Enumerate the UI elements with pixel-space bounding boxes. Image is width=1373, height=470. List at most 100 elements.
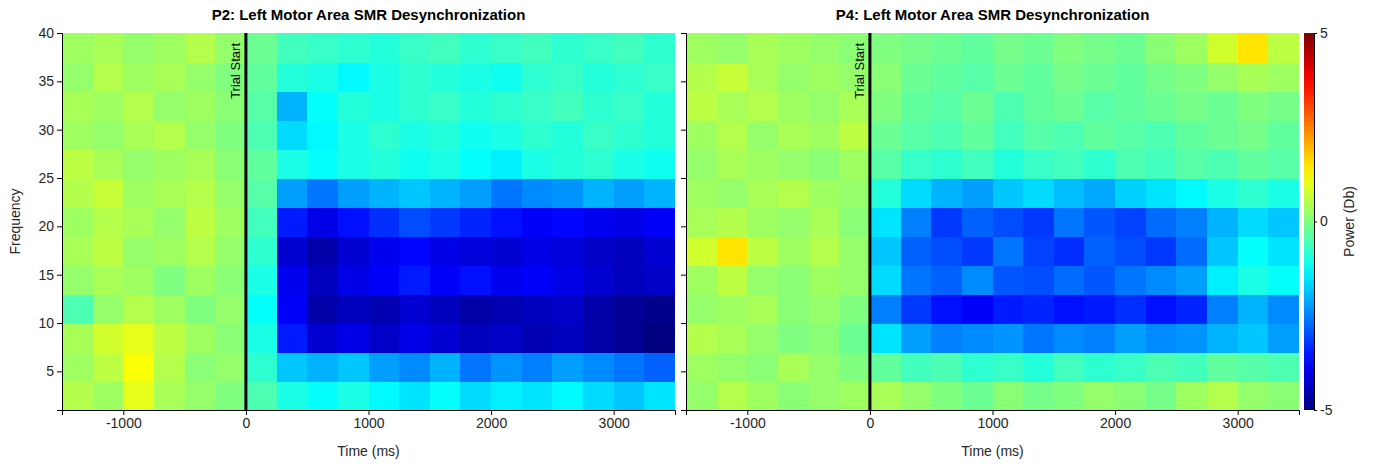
- heatmap-cell: [747, 236, 778, 266]
- heatmap-cell: [1054, 236, 1085, 266]
- y-tick-label: 35: [38, 73, 54, 89]
- heatmap-cell: [778, 178, 809, 208]
- heatmap-cell: [870, 120, 901, 150]
- heatmap-cell: [369, 149, 400, 179]
- heatmap-cell: [246, 62, 277, 92]
- heatmap-cell: [1084, 207, 1115, 237]
- heatmap-cell: [338, 62, 369, 92]
- heatmap-cell: [1115, 265, 1146, 295]
- heatmap-cell: [154, 381, 185, 410]
- heatmap-cell: [1146, 62, 1177, 92]
- heatmap-cell: [839, 236, 870, 266]
- heatmap-cell: [839, 323, 870, 353]
- heatmap-cell: [1084, 178, 1115, 208]
- heatmap-cell: [901, 207, 932, 237]
- heatmap-cell: [215, 381, 246, 410]
- heatmap-cell: [62, 62, 93, 92]
- y-tick-mark: [681, 33, 686, 34]
- y-tick-mark: [57, 178, 62, 179]
- heatmap-cell: [1207, 207, 1238, 237]
- heatmap-cell: [644, 381, 675, 410]
- y-axis-line: [681, 34, 687, 411]
- heatmap-cell: [1146, 207, 1177, 237]
- x-tick-label: 1000: [353, 415, 384, 431]
- heatmap-cell: [123, 323, 154, 353]
- heatmap-cell: [338, 294, 369, 324]
- y-tick-mark: [57, 371, 62, 372]
- heatmap-cell: [993, 352, 1024, 382]
- x-tick-label: -1000: [106, 415, 142, 431]
- heatmap-cell: [1146, 149, 1177, 179]
- y-tick: [681, 178, 686, 179]
- heatmap-cell: [1207, 178, 1238, 208]
- heatmap-cell: [491, 149, 522, 179]
- heatmap-cell: [185, 149, 216, 179]
- heatmap-cell: [1146, 120, 1177, 150]
- heatmap-cell: [1115, 207, 1146, 237]
- heatmap-cell: [1115, 323, 1146, 353]
- heatmap-cell: [1023, 91, 1054, 121]
- heatmap-cell: [399, 33, 430, 63]
- heatmap-cell: [1207, 91, 1238, 121]
- heatmap-cell: [430, 33, 461, 63]
- y-axis: [681, 34, 687, 411]
- x-tick: 2000: [1100, 410, 1131, 431]
- heatmap-cell: [246, 323, 277, 353]
- heatmap-cell: [399, 149, 430, 179]
- heatmap-cell: [839, 381, 870, 410]
- heatmap-cell: [277, 236, 308, 266]
- heatmap-cell: [430, 91, 461, 121]
- heatmap-cell: [1176, 352, 1207, 382]
- heatmap-cell: [307, 91, 338, 121]
- heatmap-cell: [1238, 294, 1269, 324]
- heatmap-cell: [1054, 149, 1085, 179]
- heatmap-cell: [369, 207, 400, 237]
- heatmap-cell: [1207, 381, 1238, 410]
- heatmap-cell: [644, 352, 675, 382]
- heatmap-cell: [962, 381, 993, 410]
- heatmap-cell: [430, 381, 461, 410]
- heatmap-cell: [747, 294, 778, 324]
- heatmap-cell: [809, 265, 840, 295]
- heatmap-cell: [614, 91, 645, 121]
- heatmap-cell: [778, 91, 809, 121]
- heatmap-cell: [962, 236, 993, 266]
- heatmap-cell: [185, 91, 216, 121]
- colorbar-tick: 0: [1314, 213, 1328, 229]
- y-tick-mark: [681, 323, 686, 324]
- heatmap-cell: [491, 178, 522, 208]
- heatmap-cell: [993, 294, 1024, 324]
- heatmap-cell: [686, 352, 717, 382]
- heatmap-cell: [931, 91, 962, 121]
- heatmap-cell: [717, 294, 748, 324]
- heatmap-cell: [1176, 91, 1207, 121]
- heatmap-cell: [491, 265, 522, 295]
- heatmap-cell: [809, 120, 840, 150]
- heatmap-cell: [246, 207, 277, 237]
- heatmap-cell: [1023, 149, 1054, 179]
- heatmap-cell: [399, 207, 430, 237]
- heatmap-cell: [962, 207, 993, 237]
- heatmap-cell: [931, 323, 962, 353]
- heatmap-cell: [839, 149, 870, 179]
- heatmap-cell: [62, 236, 93, 266]
- heatmap-cell: [1115, 149, 1146, 179]
- heatmap-cell: [1115, 91, 1146, 121]
- heatmap-cell: [307, 178, 338, 208]
- heatmap-cell: [931, 294, 962, 324]
- heatmap-cell: [1023, 120, 1054, 150]
- heatmap-cell: [901, 323, 932, 353]
- heatmap-cell: [185, 265, 216, 295]
- y-tick: 5: [46, 363, 62, 379]
- heatmap-cell: [1084, 294, 1115, 324]
- heatmap-cell: [614, 236, 645, 266]
- heatmap-cells: [686, 33, 1299, 410]
- heatmap-cell: [62, 149, 93, 179]
- heatmap-cell: [870, 323, 901, 353]
- colorbar-tick-mark: [1314, 410, 1317, 411]
- heatmap-cell: [154, 33, 185, 63]
- heatmap-cell: [901, 91, 932, 121]
- heatmap-cell: [123, 178, 154, 208]
- heatmap-cell: [522, 120, 553, 150]
- heatmap-cell: [839, 120, 870, 150]
